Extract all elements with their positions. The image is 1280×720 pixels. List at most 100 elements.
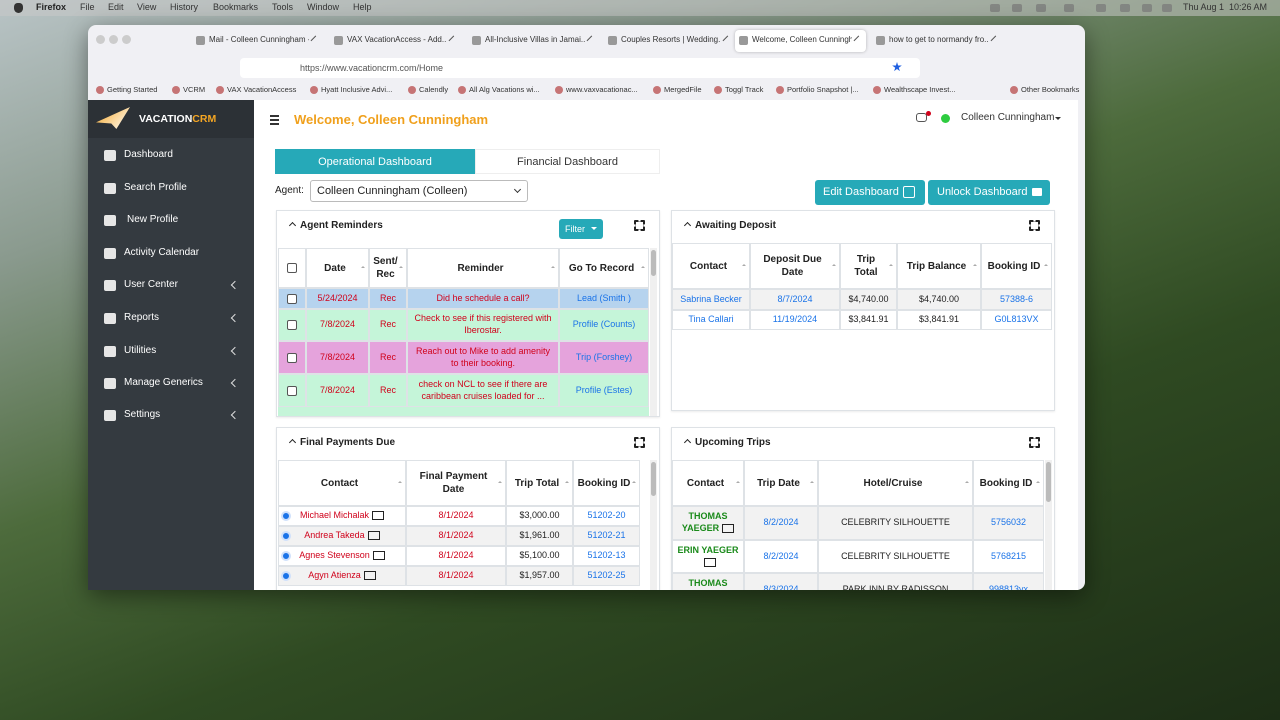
header-cell[interactable]: Booking ID bbox=[573, 460, 640, 506]
bookmark[interactable]: Other Bookmarks bbox=[1021, 85, 1080, 94]
header-cell[interactable]: Booking ID bbox=[981, 243, 1052, 289]
row-cell[interactable]: Profile (Counts) bbox=[559, 309, 649, 341]
browser-tab[interactable]: Couples Resorts | Wedding... bbox=[604, 30, 735, 52]
nav-item[interactable]: Settings bbox=[124, 409, 161, 420]
bookmark[interactable]: Hyatt Inclusive Advi... bbox=[321, 85, 393, 94]
row-cell[interactable]: 5756032 bbox=[973, 506, 1044, 540]
row-cell[interactable]: Michael Michalak bbox=[278, 506, 406, 526]
row-cell[interactable]: 51202-13 bbox=[573, 546, 640, 566]
header-cell[interactable]: Trip Balance bbox=[897, 243, 981, 289]
header-cell[interactable]: Sent/ Rec bbox=[369, 248, 407, 288]
expand-row-icon[interactable] bbox=[281, 511, 291, 521]
row-cell[interactable]: 51202-25 bbox=[573, 566, 640, 586]
menu-item[interactable]: Window bbox=[307, 2, 340, 12]
bookmark[interactable]: Getting Started bbox=[107, 85, 158, 94]
header-cell[interactable]: Trip Total bbox=[506, 460, 573, 506]
header-cell[interactable]: Date bbox=[306, 248, 369, 288]
nav-item[interactable]: Activity Calendar bbox=[124, 247, 200, 258]
header-cell[interactable]: Contact bbox=[672, 460, 744, 506]
header-cell[interactable]: Contact bbox=[278, 460, 406, 506]
row-cell[interactable]: G0L813VX bbox=[981, 310, 1052, 330]
expand-row-icon[interactable] bbox=[281, 571, 291, 581]
header-cell[interactable]: Contact bbox=[672, 243, 750, 289]
row-cell[interactable]: Agnes Stevenson bbox=[278, 546, 406, 566]
row-cell[interactable]: Profile (Estes) bbox=[559, 374, 649, 407]
nav-item[interactable]: Utilities bbox=[124, 345, 157, 356]
row-cell[interactable]: Trip (Forshey) bbox=[559, 341, 649, 374]
menu-toggle-bar[interactable] bbox=[270, 115, 279, 117]
header-cell[interactable]: Deposit Due Date bbox=[750, 243, 840, 289]
checkbox[interactable] bbox=[287, 352, 297, 363]
window-button[interactable] bbox=[122, 35, 131, 44]
agent-select[interactable]: Colleen Cunningham (Colleen) bbox=[310, 180, 528, 202]
header-cell[interactable]: Hotel/Cruise bbox=[818, 460, 973, 506]
menu-item[interactable]: Bookmarks bbox=[213, 2, 259, 12]
row-cell[interactable]: THOMAS YAEGER bbox=[672, 506, 744, 540]
checkbox[interactable] bbox=[287, 385, 297, 396]
row-cell[interactable]: Tina Callari bbox=[672, 310, 750, 330]
nav-item[interactable]: Dashboard bbox=[124, 149, 173, 160]
bookmark[interactable]: Portfolio Snapshot |... bbox=[787, 85, 859, 94]
checkbox[interactable] bbox=[287, 320, 297, 330]
checkbox[interactable] bbox=[287, 293, 297, 304]
menu-item[interactable]: Tools bbox=[272, 2, 294, 12]
browser-tab[interactable]: All-Inclusive Villas in Jamai... bbox=[468, 30, 599, 52]
unlock-dashboard-button[interactable]: Unlock Dashboard bbox=[928, 180, 1050, 205]
row-cell[interactable]: 5768215 bbox=[973, 540, 1044, 573]
row-cell[interactable]: 57388-6 bbox=[981, 289, 1052, 310]
bookmark[interactable]: www.vaxvacationac... bbox=[566, 85, 638, 94]
row-cell[interactable]: 7/8/2024 bbox=[306, 374, 369, 407]
row-cell[interactable]: 7/8/2024 bbox=[306, 341, 369, 374]
nav-item[interactable]: New Profile bbox=[127, 214, 179, 225]
row-cell[interactable]: Agyn Atienza bbox=[278, 566, 406, 586]
nav-item[interactable]: Reports bbox=[124, 312, 160, 323]
browser-tab[interactable]: Welcome, Colleen Cunningh... bbox=[735, 30, 866, 52]
nav-item[interactable]: Manage Generics bbox=[124, 377, 203, 388]
row-cell[interactable]: 51202-20 bbox=[573, 506, 640, 526]
checkbox[interactable] bbox=[287, 263, 297, 273]
user-menu[interactable]: Colleen Cunningham bbox=[961, 112, 1055, 123]
bookmark[interactable]: All Alg Vacations wi... bbox=[469, 85, 540, 94]
row-cell[interactable]: THOMAS YAEGER bbox=[672, 573, 744, 590]
dashboard-tab-active[interactable]: Operational Dashboard bbox=[275, 149, 475, 174]
row-cell[interactable]: 7/8/2024 bbox=[306, 309, 369, 341]
url-bar[interactable] bbox=[240, 58, 920, 78]
menu-item[interactable]: History bbox=[170, 2, 199, 12]
row-cell[interactable]: Sabrina Becker bbox=[672, 289, 750, 310]
header-cell[interactable]: Reminder bbox=[407, 248, 559, 288]
row-cell[interactable]: Lead (Smith ) bbox=[559, 288, 649, 309]
browser-tab[interactable]: how to get to normandy fro... bbox=[872, 30, 1003, 52]
bookmark[interactable]: VAX VacationAccess bbox=[227, 85, 297, 94]
edit-dashboard-button[interactable]: Edit Dashboard bbox=[815, 180, 925, 205]
bookmark[interactable]: MergedFile bbox=[664, 85, 702, 94]
bookmark[interactable]: Toggl Track bbox=[725, 85, 764, 94]
row-cell[interactable]: Andrea Takeda bbox=[278, 526, 406, 546]
menu-item[interactable]: Edit bbox=[108, 2, 124, 12]
row-cell[interactable]: 5/24/2024 bbox=[306, 288, 369, 309]
row-cell[interactable]: 51202-21 bbox=[573, 526, 640, 546]
filter-button[interactable]: Filter bbox=[559, 219, 603, 239]
bookmark[interactable]: Calendly bbox=[419, 85, 449, 94]
nav-item[interactable]: Search Profile bbox=[124, 182, 187, 193]
browser-tab[interactable]: Mail - Colleen Cunningham -... bbox=[192, 30, 323, 52]
browser-tab[interactable]: VAX VacationAccess - Add... bbox=[330, 30, 461, 52]
bookmark[interactable]: Wealthscape Invest... bbox=[884, 85, 956, 94]
menu-item[interactable]: View bbox=[137, 2, 157, 12]
bookmark[interactable]: VCRM bbox=[183, 85, 206, 94]
header-cell[interactable]: Trip Total bbox=[840, 243, 897, 289]
expand-row-icon[interactable] bbox=[281, 551, 291, 561]
window-button[interactable] bbox=[109, 35, 118, 44]
header-cell[interactable]: Booking ID bbox=[973, 460, 1044, 506]
menu-item[interactable]: File bbox=[80, 2, 95, 12]
header-cell[interactable]: Final Payment Date bbox=[406, 460, 506, 506]
window-button[interactable] bbox=[96, 35, 105, 44]
dashboard-tab[interactable]: Financial Dashboard bbox=[475, 149, 660, 174]
chat-icon[interactable] bbox=[916, 113, 927, 122]
header-cell[interactable]: Trip Date bbox=[744, 460, 818, 506]
expand-row-icon[interactable] bbox=[281, 531, 291, 541]
row-cell[interactable]: ERIN YAEGER bbox=[672, 540, 744, 573]
menu-item[interactable]: Help bbox=[353, 2, 372, 12]
nav-item[interactable]: User Center bbox=[124, 279, 178, 290]
row-cell[interactable]: 998813vx bbox=[973, 573, 1044, 590]
header-cell[interactable]: Go To Record bbox=[559, 248, 649, 288]
